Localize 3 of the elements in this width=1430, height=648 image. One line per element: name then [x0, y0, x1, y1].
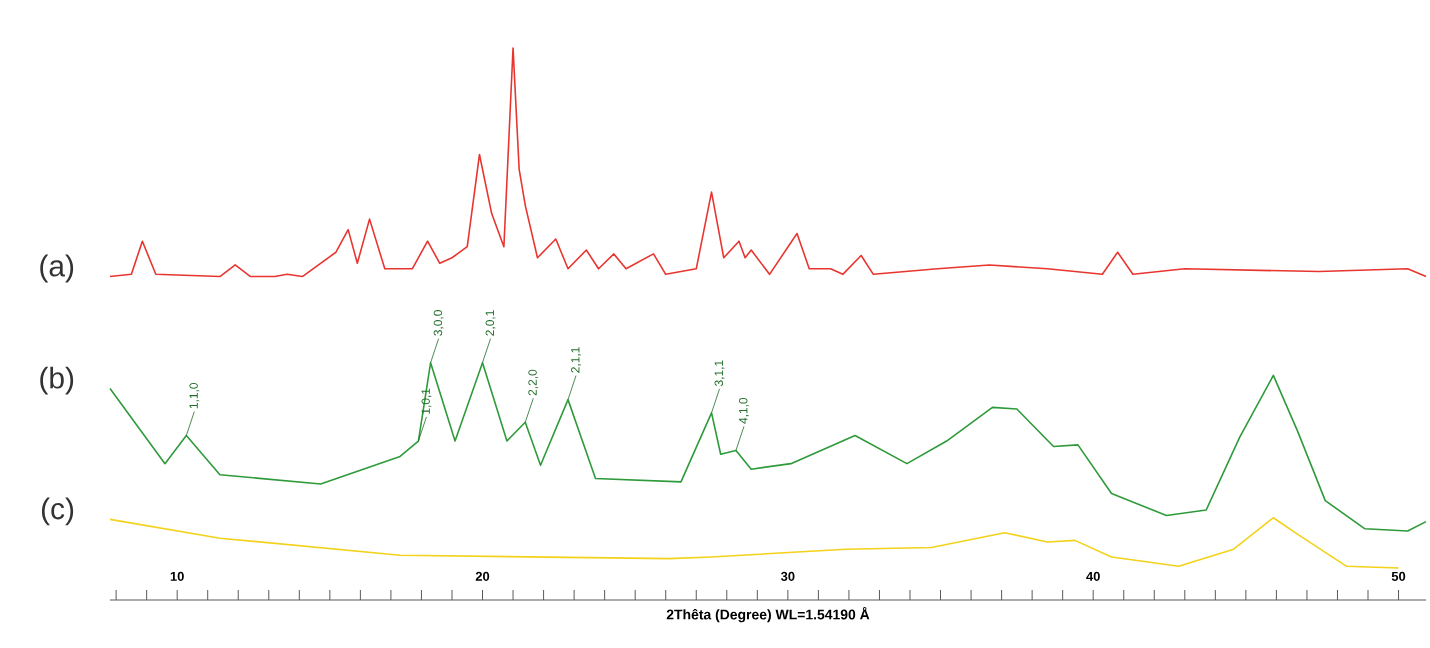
series-label: (a) [40, 254, 74, 283]
series-label: (b) [40, 366, 74, 395]
series-label: (c) [41, 497, 74, 526]
